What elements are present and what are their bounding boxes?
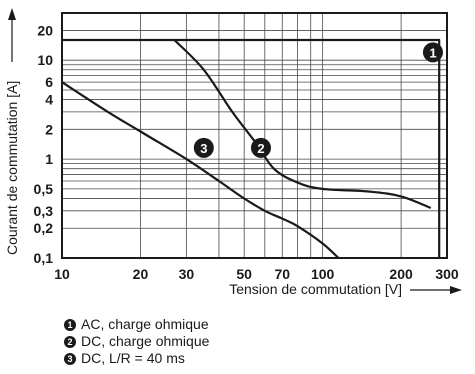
y-tick-label: 1 <box>45 151 53 167</box>
y-tick-label: 0,1 <box>34 250 54 266</box>
marker-circle <box>193 137 214 158</box>
marker-label: 3 <box>200 141 207 156</box>
plot-frame <box>61 12 448 259</box>
marker-circle <box>250 137 271 158</box>
x-tick-label: 100 <box>311 266 335 282</box>
x-tick-label: 20 <box>133 266 149 282</box>
series-layer <box>61 38 441 259</box>
y-tick-label: 2 <box>45 121 53 137</box>
y-tick-label: 10 <box>37 52 53 68</box>
x-tick-label: 200 <box>389 266 413 282</box>
series-line-3 <box>61 81 340 259</box>
legend-label: DC, L/R = 40 ms <box>81 350 185 366</box>
series-marker-2: 2 <box>250 137 271 158</box>
legend-marker-3: 3 <box>64 352 76 365</box>
y-tick-label: 4 <box>45 92 53 108</box>
y-tick-label: 6 <box>45 74 53 90</box>
marker-circle <box>422 42 443 63</box>
legend-label: DC, charge ohmique <box>81 333 210 349</box>
tick-labels: 10 20 30 50 70 100 200 300 0,1 0,20,3 0,5 1 2 4 6 10 20 <box>34 22 459 282</box>
chart: 10 20 30 50 70 100 200 3000,10,20,30,512461020 … <box>4 8 462 297</box>
legend-label: AC, charge ohmique <box>81 316 209 332</box>
y-tick-label: 20 <box>37 22 53 38</box>
legend-marker-1: 1 <box>64 318 76 331</box>
series-line-2 <box>173 39 432 210</box>
series-marker-1: 1 <box>422 42 443 63</box>
x-tick-label: 300 <box>435 266 459 282</box>
x-tick-label: 50 <box>236 266 252 282</box>
x-tick-label: 10 <box>54 266 70 282</box>
x-tick-label: 30 <box>179 266 195 282</box>
x-axis-title: Tension de commutation [V] <box>229 281 402 297</box>
y-tick-label: 0,3 <box>34 203 54 219</box>
marker-label: 1 <box>429 45 436 60</box>
legend-item: 2 DC, charge ohmique <box>64 333 209 350</box>
series-marker-3: 3 <box>193 137 214 158</box>
series-line-1 <box>62 38 441 258</box>
x-tick-label: 70 <box>274 266 290 282</box>
legend-marker-2: 2 <box>64 335 76 348</box>
marker-label: 2 <box>257 141 264 156</box>
y-tick-label: 0,5 <box>34 181 54 197</box>
series-markers: 1 2 3 <box>193 42 443 158</box>
y-axis-arrow-head <box>8 8 16 20</box>
y-axis-title: Courant de commutation [A] <box>4 81 20 255</box>
x-axis-arrow-head <box>450 286 462 294</box>
legend-item: 3 DC, L/R = 40 ms <box>64 350 209 367</box>
chart-grid <box>62 13 447 258</box>
legend-item: 1 AC, charge ohmique <box>64 316 209 333</box>
legend: 1 AC, charge ohmique 2 DC, charge ohmiqu… <box>64 316 209 367</box>
y-tick-label: 0,2 <box>34 220 54 236</box>
